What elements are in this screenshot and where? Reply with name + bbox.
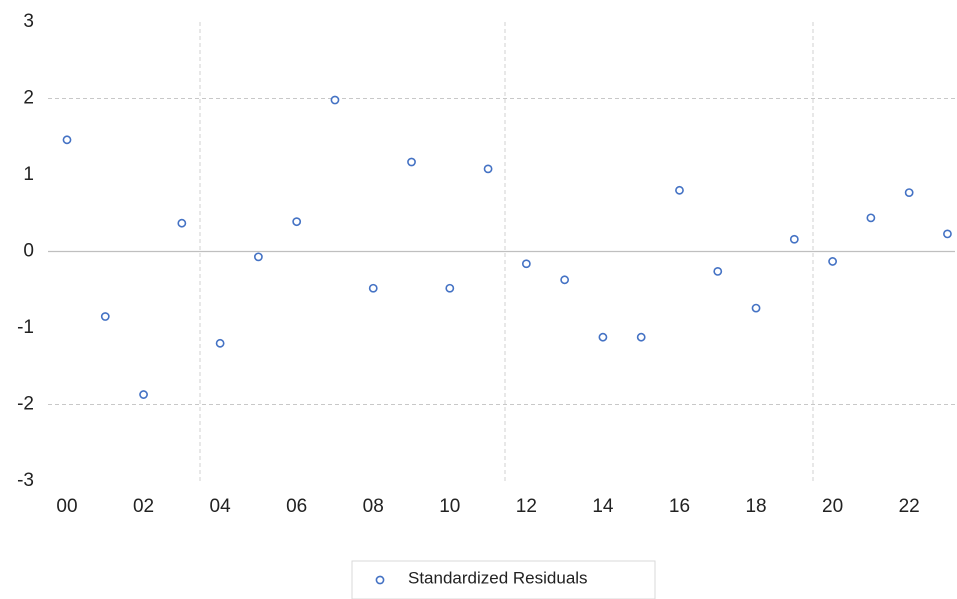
point — [713, 266, 723, 276]
x-tick-label: 08 — [363, 496, 384, 517]
point — [62, 135, 72, 145]
point — [368, 283, 378, 293]
point — [139, 390, 148, 399]
y-tick-label: 2 — [23, 88, 34, 109]
y-tick-label: 3 — [23, 11, 34, 32]
point — [292, 217, 302, 227]
point — [177, 218, 187, 228]
x-tick-label: 16 — [669, 496, 690, 517]
point — [751, 303, 761, 313]
point — [407, 157, 416, 167]
point — [215, 338, 225, 348]
point — [789, 234, 799, 244]
x-tick-label: 04 — [210, 496, 232, 517]
y-tick-label: 0 — [23, 241, 34, 262]
x-tick-label: 20 — [822, 496, 843, 517]
point — [445, 283, 455, 293]
y-tick-label: 1 — [23, 164, 34, 185]
x-tick-label: 02 — [133, 496, 154, 517]
x-tick-label: 14 — [592, 496, 614, 517]
x-tick-label: 18 — [745, 496, 766, 517]
point — [904, 188, 914, 197]
y-tick-label: -2 — [17, 394, 34, 415]
legend-box — [351, 560, 656, 599]
point — [483, 164, 493, 174]
point — [828, 257, 837, 266]
point — [598, 332, 608, 342]
point — [943, 229, 952, 239]
y-tick-label: -3 — [17, 470, 34, 491]
point — [253, 252, 263, 262]
x-tick-label: 12 — [516, 496, 537, 517]
point — [330, 95, 340, 105]
point — [866, 213, 876, 223]
point — [100, 312, 110, 321]
x-tick-label: 00 — [56, 496, 77, 517]
x-tick-label: 06 — [286, 496, 307, 517]
point — [675, 185, 684, 195]
point — [521, 259, 531, 269]
legend-marker — [375, 575, 385, 585]
y-tick-label: -1 — [17, 317, 34, 338]
legend-label: Standardized Residuals — [408, 568, 588, 587]
point — [636, 332, 646, 342]
x-tick-label: 22 — [899, 496, 920, 517]
point — [560, 275, 570, 285]
x-tick-label: 10 — [439, 496, 460, 517]
